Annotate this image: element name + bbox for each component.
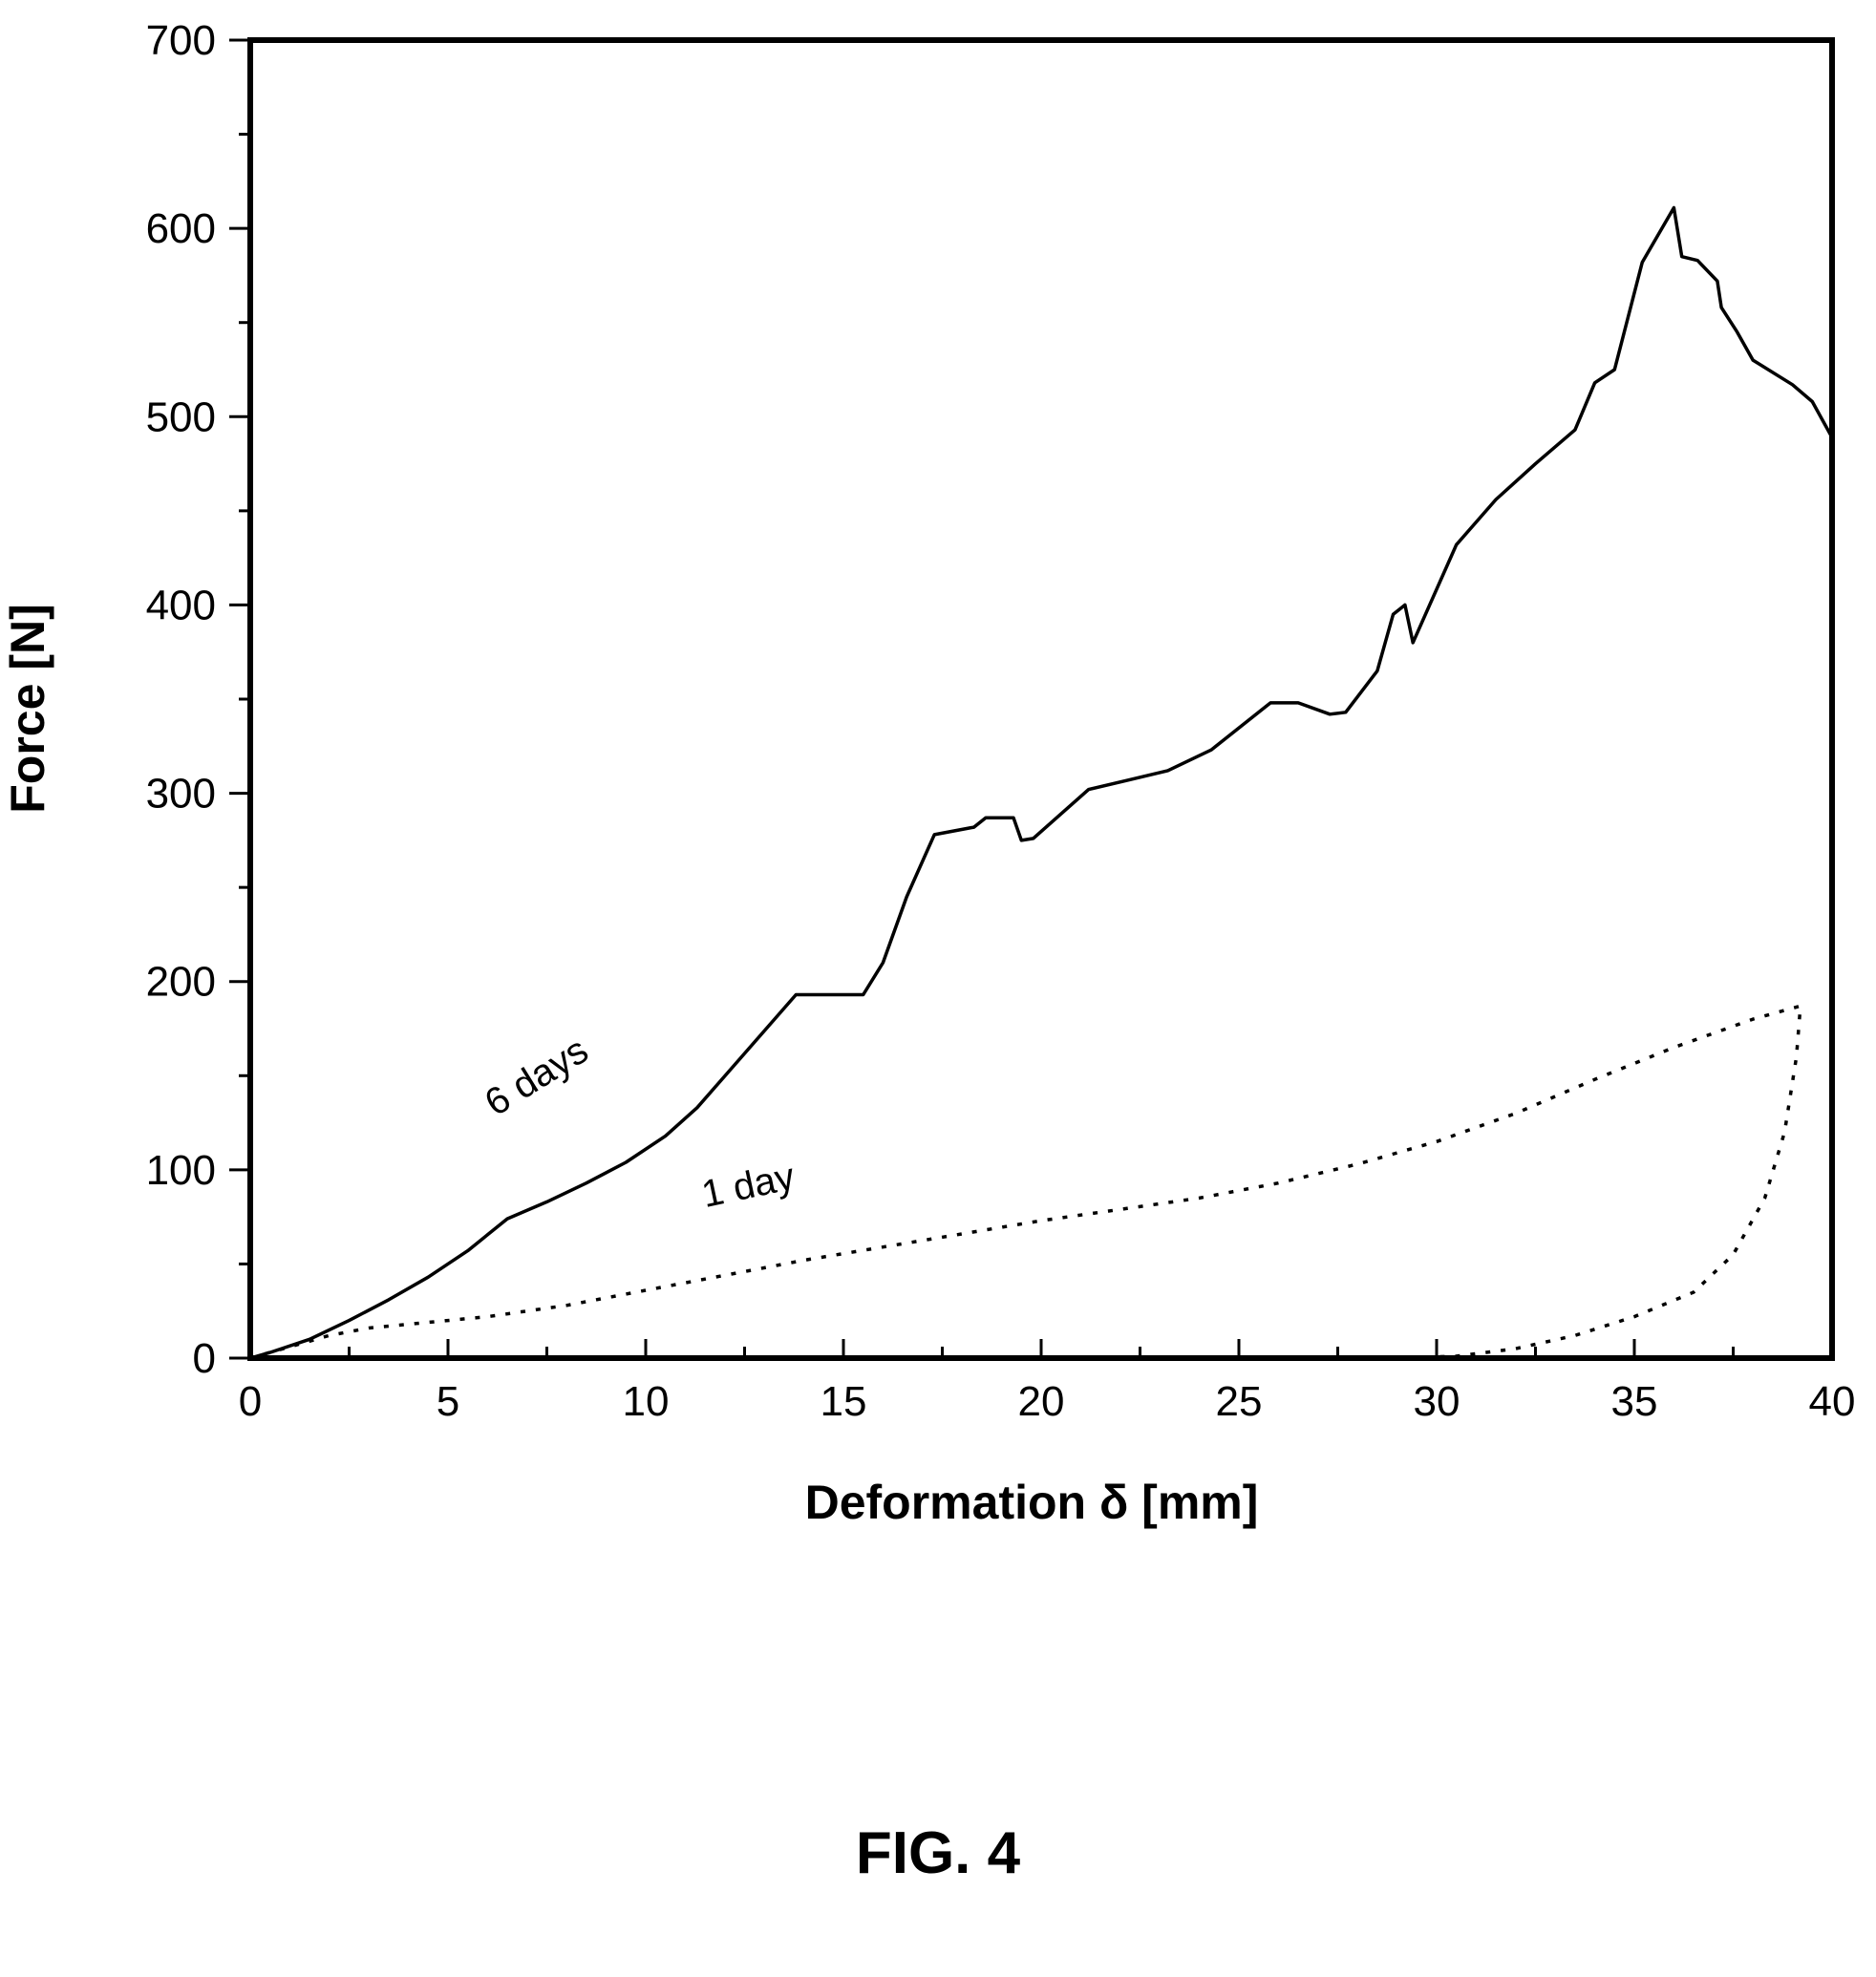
annotation-label: 1 day bbox=[698, 1156, 799, 1216]
series-line-dotted bbox=[249, 1004, 1802, 1360]
series-line-solid bbox=[249, 205, 1834, 1360]
annotation-layer: 6 days 1 day bbox=[478, 1030, 799, 1217]
x-tick-label: 25 bbox=[1216, 1378, 1263, 1425]
y-tick-label: 200 bbox=[146, 959, 216, 1006]
x-axis-title: Deformation δ [mm] bbox=[805, 1476, 1259, 1529]
x-tick-label: 15 bbox=[821, 1378, 867, 1425]
y-axis-title: Force [N] bbox=[1, 604, 54, 813]
x-tick-label: 5 bbox=[437, 1378, 459, 1425]
x-tick-label: 40 bbox=[1809, 1378, 1856, 1425]
plot-frame bbox=[247, 37, 1835, 1361]
y-tick-label: 500 bbox=[146, 393, 216, 440]
x-tick-label: 30 bbox=[1414, 1378, 1460, 1425]
y-tick-label: 600 bbox=[146, 205, 216, 252]
y-tick-label: 300 bbox=[146, 771, 216, 818]
y-tick-label: 100 bbox=[146, 1147, 216, 1194]
y-tick-label: 700 bbox=[146, 17, 216, 64]
y-axis-ticks: 0 100 200 300 400 500 600 700 bbox=[146, 17, 250, 1382]
series-layer bbox=[249, 205, 1834, 1360]
x-tick-label: 20 bbox=[1018, 1378, 1065, 1425]
x-tick-label: 35 bbox=[1611, 1378, 1658, 1425]
x-axis-ticks: 0 5 10 15 20 25 30 35 40 bbox=[239, 1339, 1856, 1425]
annotation-label: 6 days bbox=[478, 1030, 595, 1125]
x-tick-label: 0 bbox=[239, 1378, 262, 1425]
y-tick-label: 400 bbox=[146, 582, 216, 628]
figure-label: FIG. 4 bbox=[855, 1820, 1021, 1886]
y-tick-label: 0 bbox=[193, 1335, 216, 1382]
x-tick-label: 10 bbox=[623, 1378, 670, 1425]
